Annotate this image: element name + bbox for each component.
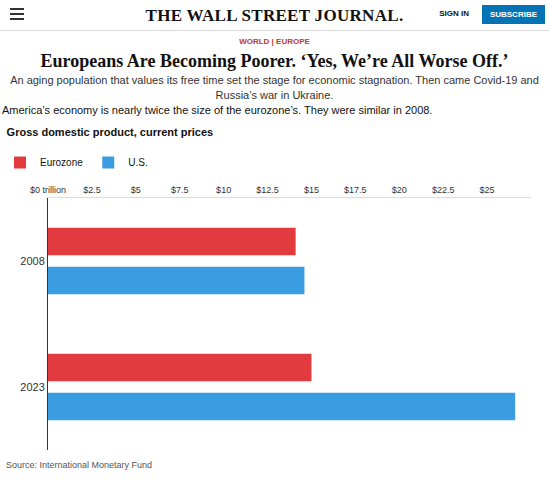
svg-text:Eurozone: Eurozone [40, 157, 83, 168]
html-text:THE WALL STREET JOURNAL.: THE WALL STREET JOURNAL. [145, 6, 404, 25]
svg-text:$0 trillion: $0 trillion [30, 185, 66, 195]
html-text:SIGN IN: SIGN IN [439, 9, 469, 18]
svg-text:$17.5: $17.5 [344, 185, 367, 195]
svg-text:$22.5: $22.5 [432, 185, 455, 195]
html-text:America’s economy is nearly tw: America’s economy is nearly twice the si… [2, 104, 433, 116]
svg-text:$10: $10 [216, 185, 231, 195]
svg-text:$2.5: $2.5 [83, 185, 101, 195]
html-text:WORLD | EUROPE: WORLD | EUROPE [239, 37, 310, 46]
svg-text:$20: $20 [392, 185, 407, 195]
html-text:Source: International Monetary: Source: International Monetary Fund [6, 460, 153, 470]
svg-text:$25: $25 [480, 185, 495, 195]
html-text:Europeans Are Becoming Poorer.: Europeans Are Becoming Poorer. ‘Yes, We’… [40, 51, 509, 71]
html-text:An aging population that value: An aging population that values its free… [10, 74, 539, 101]
svg-text:$12.5: $12.5 [256, 185, 279, 195]
svg-text:Gross domestic product, curren: Gross domestic product, current prices [7, 126, 214, 138]
svg-text:2023: 2023 [20, 381, 44, 393]
svg-text:$7.5: $7.5 [171, 185, 189, 195]
svg-text:U.S.: U.S. [128, 157, 147, 168]
svg-text:$5: $5 [131, 185, 141, 195]
html-text:SUBSCRIBE: SUBSCRIBE [489, 10, 537, 19]
svg-text:$15: $15 [304, 185, 319, 195]
svg-text:2008: 2008 [20, 255, 44, 267]
